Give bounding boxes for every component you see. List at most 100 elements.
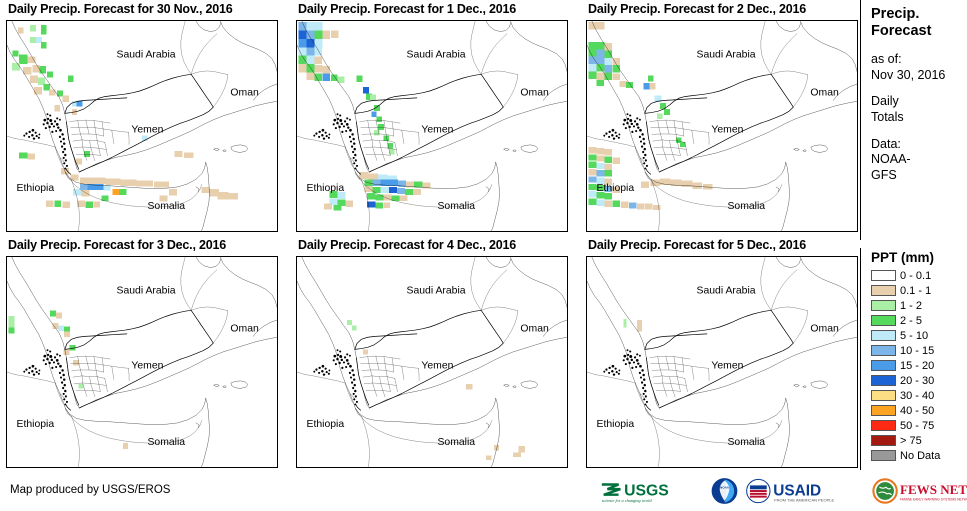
terrain-dot — [318, 135, 321, 138]
precip-cell — [120, 179, 137, 186]
admin-boundary-path — [708, 368, 710, 381]
info-data-source-line2: GFS — [871, 167, 897, 182]
admin-boundary-path — [793, 74, 808, 108]
terrain-dot — [25, 132, 28, 135]
terrain-dot — [626, 113, 629, 116]
coastline-path — [79, 337, 277, 409]
legend-item: > 75 — [871, 433, 967, 448]
terrain-dot — [354, 403, 357, 406]
country-label-ethiopia: Ethiopia — [597, 183, 635, 194]
precip-cell — [345, 200, 354, 207]
precip-cell — [378, 174, 388, 182]
terrain-dot — [644, 153, 647, 157]
international-border-path — [644, 333, 708, 350]
terrain-dot — [622, 123, 625, 126]
legend-label: 30 - 40 — [900, 389, 935, 402]
precip-cell — [64, 326, 71, 333]
precip-cell — [78, 384, 84, 389]
terrain-dot — [614, 131, 617, 134]
map-canvas-3: Saudi Arabia Oman Yemen Ethiopia Somalia — [587, 21, 857, 231]
svg-text:NOAA: NOAA — [720, 485, 730, 489]
terrain-dot — [28, 135, 31, 138]
precip-cell — [387, 175, 397, 183]
admin-boundary-path — [65, 408, 203, 444]
terrain-dot — [348, 371, 351, 375]
international-border-path — [64, 97, 128, 114]
precip-cell — [298, 22, 307, 31]
terrain-dot — [633, 120, 637, 123]
admin-boundary-path — [655, 390, 681, 392]
admin-boundary-path — [383, 356, 388, 377]
terrain-dot — [58, 354, 61, 357]
info-title-line2: Forecast — [871, 23, 932, 40]
admin-boundary-path — [180, 21, 192, 75]
admin-boundary-path — [180, 257, 192, 311]
coastline-path — [543, 83, 567, 101]
precip-cell — [588, 147, 597, 154]
precip-cell — [375, 194, 384, 201]
precip-cell — [369, 94, 376, 101]
terrain-dot — [346, 353, 349, 356]
precip-cell — [588, 183, 597, 191]
admin-boundary-path — [594, 138, 636, 148]
legend-label: No Data — [900, 449, 941, 462]
precip-cell — [596, 192, 605, 199]
coastline-path — [213, 384, 220, 387]
admin-boundary-path — [73, 146, 107, 150]
international-border-path — [480, 309, 504, 344]
precip-cell — [29, 75, 39, 83]
precip-raster-6 — [623, 318, 642, 332]
admin-boundary-path — [89, 376, 96, 397]
precip-cell — [371, 111, 377, 118]
coastline-path — [195, 257, 222, 268]
precip-cell — [11, 63, 20, 71]
precip-cell — [92, 177, 106, 184]
forecast-panel-2: Daily Precip. Forecast for 1 Dec., 2016 S… — [290, 0, 574, 236]
precip-cell — [337, 199, 346, 206]
precip-raster-1 — [11, 25, 238, 208]
terrain-dot — [23, 134, 26, 137]
legend-item: 40 - 50 — [871, 403, 967, 418]
map-frame-4: Saudi Arabia Oman Yemen Ethiopia Somalia — [6, 256, 278, 468]
precip-cell — [389, 179, 398, 186]
coastline-path — [802, 385, 807, 388]
precip-cell — [69, 345, 76, 351]
admin-boundary-3 — [587, 21, 808, 231]
coastline-path — [520, 380, 539, 389]
precip-cell — [596, 155, 605, 162]
precip-cell — [604, 65, 613, 73]
precip-cell — [604, 170, 613, 177]
coastline-path — [355, 161, 496, 189]
precip-raster-4 — [8, 310, 128, 450]
coastline-path — [301, 257, 370, 409]
precip-cell — [391, 195, 400, 202]
terrain-dot — [31, 133, 34, 137]
admin-boundary-path — [651, 369, 684, 373]
terrain-dot — [353, 398, 356, 401]
terrain-dot — [642, 150, 645, 154]
precip-cell — [653, 204, 661, 211]
coastline-path — [800, 257, 857, 308]
map-canvas-2: Saudi Arabia Oman Yemen Ethiopia Somalia — [297, 21, 567, 231]
precip-cell — [43, 84, 51, 91]
terrain-dot — [46, 357, 49, 361]
international-border-path — [770, 73, 794, 108]
country-label-saudi-arabia: Saudi Arabia — [117, 50, 176, 61]
admin-boundary-path — [594, 374, 636, 384]
terrain-dot — [62, 150, 65, 154]
coastline-path — [833, 83, 857, 101]
international-border-path — [354, 333, 418, 350]
coastline-path — [833, 319, 857, 337]
precip-cell — [324, 203, 333, 210]
admin-boundary-path — [673, 120, 678, 141]
precip-cell — [620, 201, 629, 208]
international-border-path — [760, 342, 794, 360]
terrain-dot — [630, 122, 634, 126]
terrain-dot — [55, 122, 59, 126]
terrain-dot — [315, 368, 318, 371]
precip-raster-3 — [588, 22, 713, 211]
map-canvas-5: Saudi Arabia Oman Yemen Ethiopia Somalia — [297, 257, 567, 467]
admin-boundary-path — [645, 408, 652, 417]
precip-cell — [588, 161, 597, 168]
legend-label: 0 - 0.1 — [900, 269, 932, 282]
